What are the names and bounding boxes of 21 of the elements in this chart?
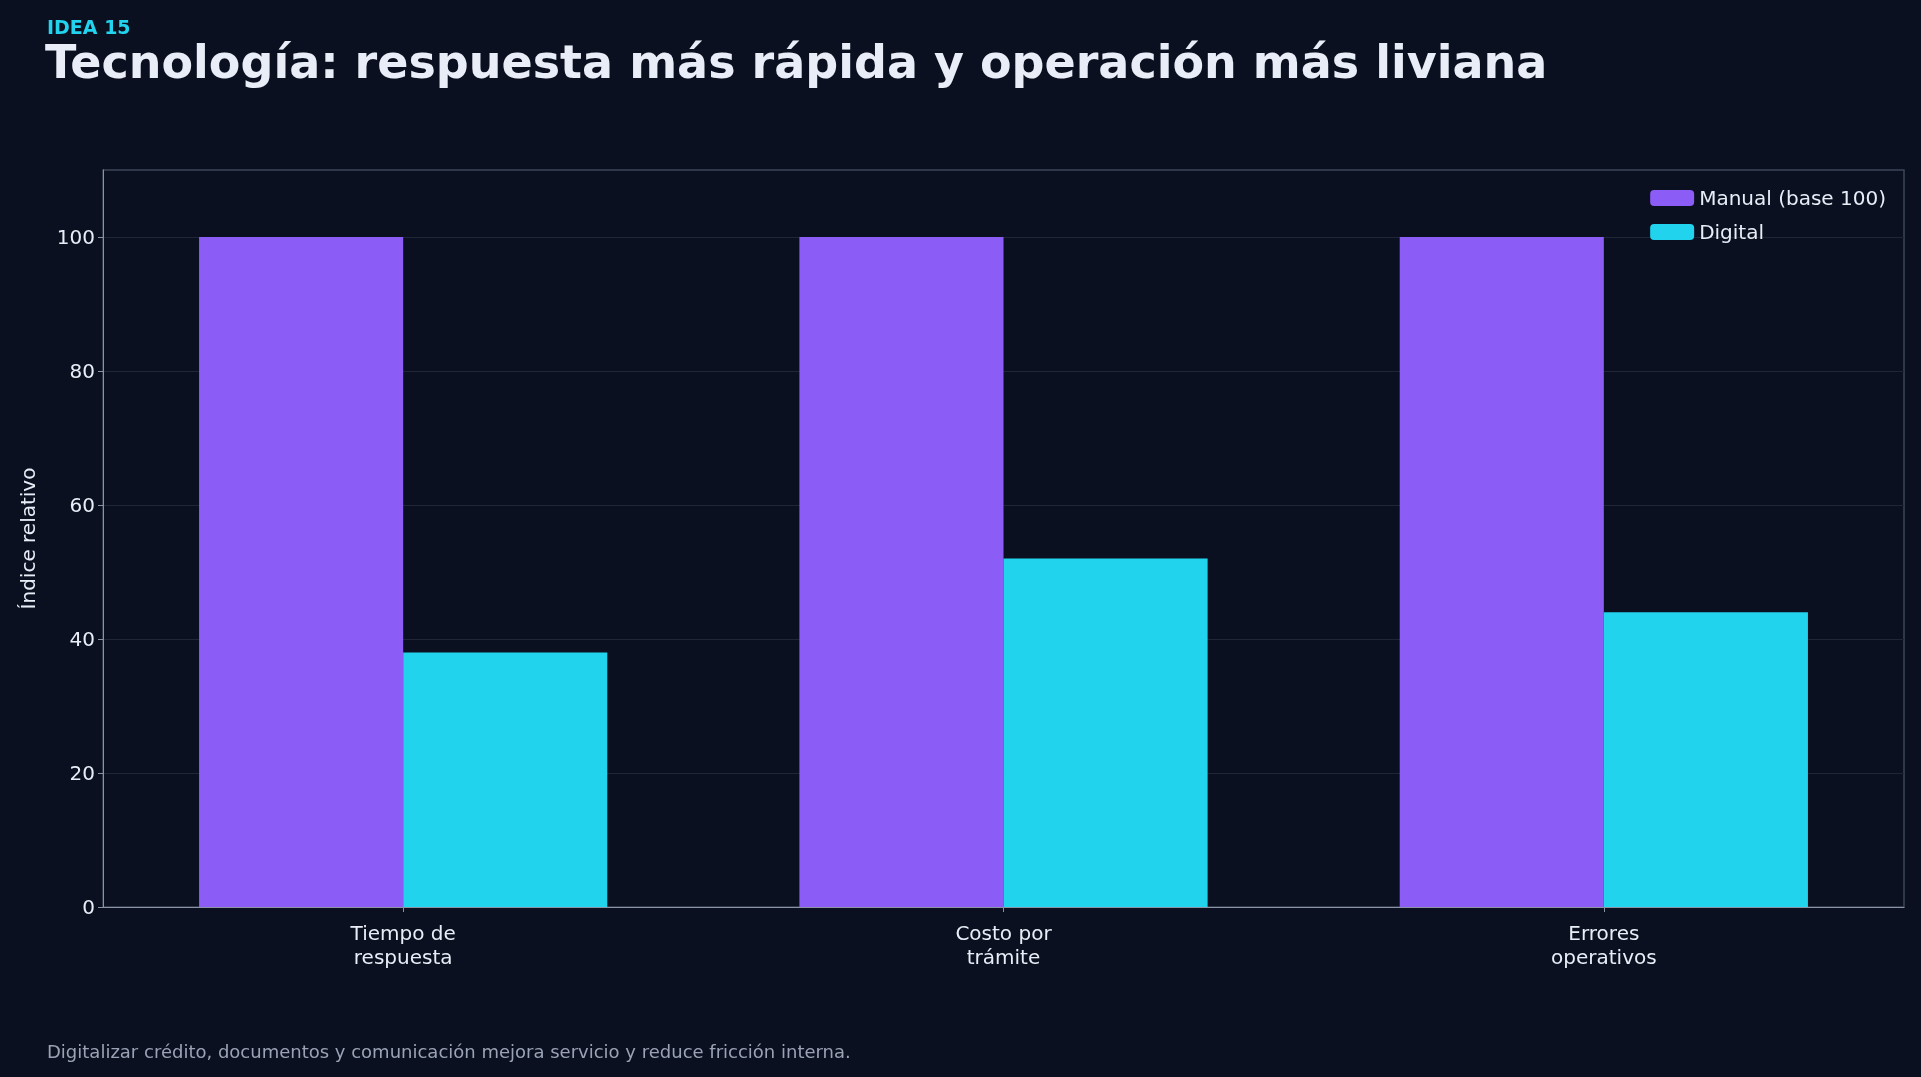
legend-label: Manual (base 100)	[1699, 186, 1887, 210]
chart-title: Tecnología: respuesta más rápida y operación más liviana	[45, 35, 1548, 89]
bar	[1399, 237, 1604, 907]
bar	[199, 237, 404, 907]
bar	[799, 237, 1004, 907]
bar	[403, 652, 608, 907]
x-tick-label: Errores operativos	[1551, 921, 1657, 969]
y-tick-label: 60	[69, 493, 95, 517]
x-tick-label: Costo por trámite	[955, 921, 1053, 969]
text: Digitalizar crédito, documentos y comunicación mejora servicio y reduce fricción interna.	[47, 1040, 851, 1062]
y-tick-label: 20	[69, 761, 95, 785]
y-tick-label: 40	[69, 627, 95, 651]
y-tick-label: 80	[69, 359, 95, 383]
chart-subtitle: IDEA 15	[47, 15, 131, 38]
legend-label: Digital	[1699, 220, 1765, 244]
bar	[1003, 558, 1208, 907]
y-tick-label: 100	[56, 225, 95, 249]
x-tick-label: Tiempo de respuesta	[349, 921, 456, 969]
y-tick-label: 0	[82, 895, 95, 919]
bar	[1603, 612, 1808, 907]
y-axis-title: Índice relativo	[16, 467, 40, 610]
